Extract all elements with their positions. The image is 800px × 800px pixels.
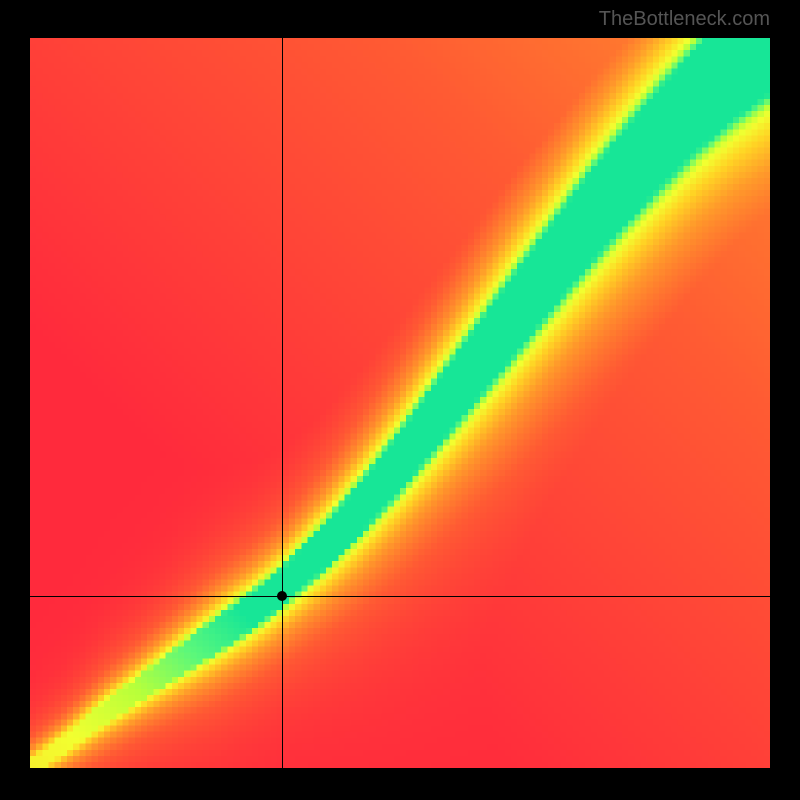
crosshair-horizontal	[30, 596, 770, 597]
crosshair-vertical	[282, 38, 283, 768]
heatmap-canvas	[30, 38, 770, 768]
heatmap-plot	[30, 38, 770, 768]
crosshair-marker	[277, 591, 287, 601]
watermark-text: TheBottleneck.com	[599, 8, 770, 31]
